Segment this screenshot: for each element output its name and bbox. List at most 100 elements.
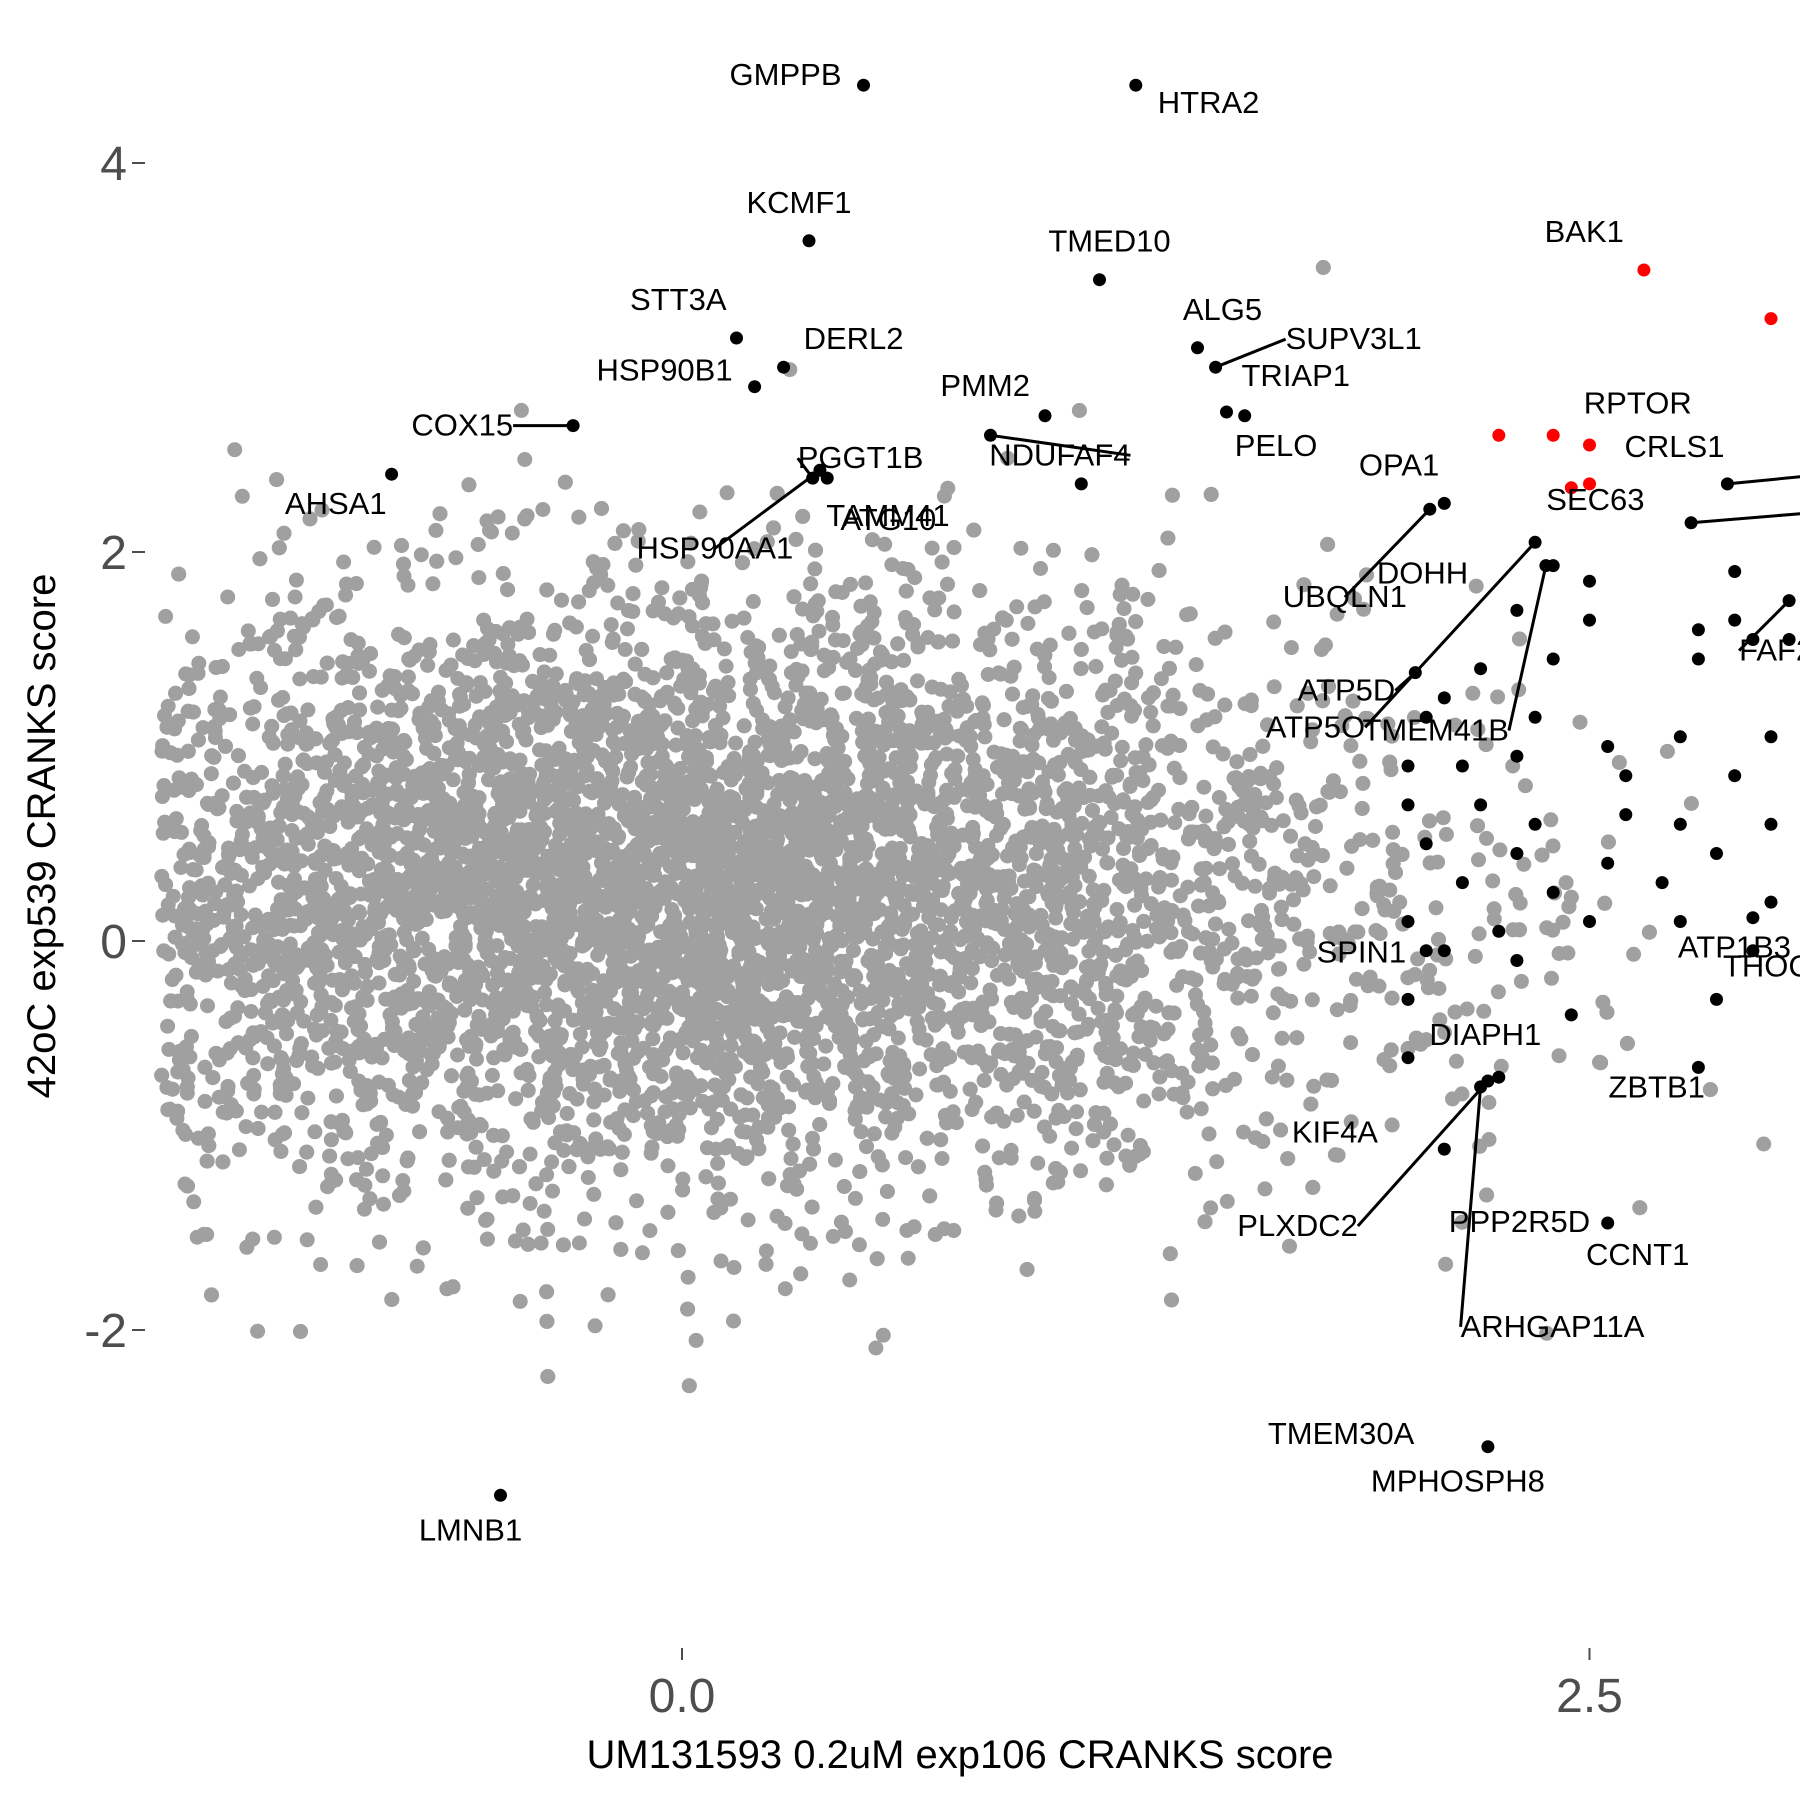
background-point bbox=[710, 1156, 726, 1171]
background-point bbox=[1558, 875, 1574, 891]
background-point bbox=[1163, 925, 1179, 941]
background-point bbox=[396, 568, 412, 584]
background-point bbox=[719, 485, 735, 501]
background-point bbox=[1296, 956, 1312, 972]
background-point bbox=[898, 1150, 914, 1166]
background-point bbox=[1756, 1136, 1772, 1152]
background-point bbox=[1247, 968, 1263, 984]
background-point bbox=[535, 502, 551, 517]
background-point bbox=[287, 589, 303, 605]
background-point bbox=[587, 1318, 603, 1334]
background-point bbox=[155, 825, 171, 841]
background-point bbox=[868, 1340, 884, 1356]
background-points bbox=[154, 260, 1772, 1394]
background-point bbox=[713, 1253, 729, 1269]
background-point bbox=[924, 540, 940, 556]
background-point bbox=[1659, 743, 1675, 759]
background-point bbox=[654, 580, 670, 596]
background-point bbox=[1167, 815, 1183, 831]
background-point bbox=[479, 1211, 495, 1227]
background-point bbox=[586, 1186, 602, 1202]
background-point bbox=[540, 1221, 556, 1237]
background-point bbox=[1266, 679, 1282, 695]
background-point bbox=[1626, 946, 1642, 962]
background-point bbox=[450, 1047, 465, 1063]
background-point bbox=[1020, 615, 1036, 631]
background-point bbox=[186, 1194, 202, 1210]
background-point bbox=[1322, 878, 1338, 894]
background-point bbox=[1348, 971, 1364, 987]
background-point bbox=[376, 1196, 391, 1212]
background-point bbox=[1343, 1114, 1359, 1130]
background-point bbox=[581, 583, 597, 599]
background-point bbox=[234, 488, 250, 504]
background-point bbox=[1274, 1030, 1290, 1046]
background-point bbox=[745, 594, 761, 609]
background-point bbox=[1517, 778, 1533, 794]
background-point bbox=[1068, 1121, 1084, 1137]
background-point bbox=[712, 698, 728, 714]
background-point bbox=[220, 589, 236, 605]
background-point bbox=[1000, 450, 1015, 466]
background-point bbox=[1172, 701, 1188, 717]
background-point bbox=[522, 1146, 538, 1162]
background-point bbox=[250, 1323, 266, 1339]
background-point bbox=[877, 536, 893, 552]
background-point bbox=[675, 1171, 691, 1187]
background-point bbox=[1034, 1064, 1050, 1080]
background-point bbox=[617, 642, 633, 657]
background-point bbox=[1468, 578, 1484, 594]
background-point bbox=[1490, 984, 1506, 1000]
background-point bbox=[1486, 911, 1502, 927]
background-point bbox=[610, 595, 626, 611]
background-point bbox=[197, 1093, 213, 1109]
background-point bbox=[1545, 838, 1561, 854]
background-point bbox=[1385, 824, 1401, 840]
background-point bbox=[890, 1030, 906, 1046]
background-point bbox=[1187, 1165, 1203, 1181]
background-point bbox=[1516, 856, 1532, 872]
background-point bbox=[160, 897, 176, 913]
background-point bbox=[1435, 810, 1451, 826]
background-point bbox=[1230, 951, 1246, 967]
background-point bbox=[1219, 1193, 1235, 1209]
background-point bbox=[1448, 1053, 1464, 1069]
background-point bbox=[1539, 920, 1555, 936]
background-point bbox=[912, 1061, 928, 1077]
background-point bbox=[692, 504, 708, 520]
background-point bbox=[1114, 739, 1130, 755]
background-point bbox=[620, 621, 635, 637]
background-point bbox=[428, 522, 444, 538]
background-point bbox=[786, 724, 802, 740]
background-point bbox=[1198, 808, 1214, 824]
background-point bbox=[716, 641, 732, 657]
background-point bbox=[300, 702, 316, 718]
background-point bbox=[1125, 586, 1141, 602]
background-point bbox=[300, 1090, 316, 1106]
background-point bbox=[1260, 717, 1275, 733]
background-point bbox=[1459, 1001, 1475, 1017]
background-point bbox=[895, 561, 911, 576]
background-point bbox=[1143, 704, 1159, 720]
background-point bbox=[1243, 988, 1259, 1004]
background-point bbox=[336, 554, 352, 570]
background-point bbox=[340, 1151, 356, 1167]
background-point bbox=[1275, 813, 1291, 829]
background-point bbox=[398, 1097, 414, 1112]
background-point bbox=[1329, 1002, 1345, 1018]
background-point bbox=[1304, 992, 1320, 1008]
background-point bbox=[231, 642, 247, 657]
background-point bbox=[195, 720, 211, 736]
background-point bbox=[1209, 1154, 1225, 1170]
background-point bbox=[572, 1026, 588, 1042]
background-point bbox=[847, 1190, 863, 1206]
background-point bbox=[1543, 812, 1559, 828]
background-point bbox=[585, 628, 601, 644]
background-point bbox=[1030, 1155, 1046, 1171]
background-point bbox=[858, 575, 874, 591]
background-point bbox=[875, 992, 891, 1008]
background-point bbox=[1485, 873, 1501, 889]
background-point bbox=[718, 658, 734, 674]
background-point bbox=[1544, 970, 1559, 986]
